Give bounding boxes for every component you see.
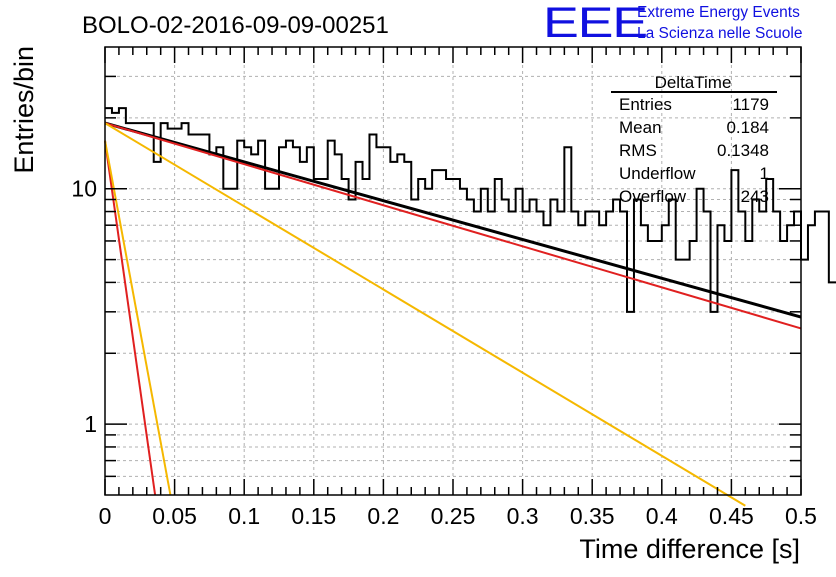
stats-label-rms: RMS [619,141,657,160]
y-axis-label: Entries/bin [9,46,39,174]
x-tick-label: 0.25 [431,503,476,529]
fit-line [104,122,746,507]
stats-title: DeltaTime [655,73,732,92]
x-tick-label: 0.45 [709,503,754,529]
x-tick-label: 0.5 [785,503,817,529]
axes: 0 0.05 0.1 0.15 0.2 0.25 0.3 0.35 0.4 0.45 0.5 1 10 [71,46,817,529]
x-tick-label: 0.2 [367,503,399,529]
stats-label-underflow: Underflow [619,164,696,183]
logo-line-1: Extreme Energy Events [637,4,800,21]
y-tick-label: 1 [84,411,97,437]
fit-line [104,140,157,496]
logo-line-2: La Scienza nelle Scuole [637,25,803,42]
x-tick-label: 0 [99,503,112,529]
grid [105,47,801,495]
x-tick-label: 0.4 [646,503,678,529]
stats-value-underflow: 1 [760,164,769,183]
x-tick-label: 0.05 [152,503,197,529]
y-tick-label: 10 [71,176,97,202]
x-tick-label: 0.1 [228,503,260,529]
stats-box: DeltaTime Entries 1179 Mean 0.184 RMS 0.… [611,73,777,206]
stats-value-entries: 1179 [732,95,769,114]
x-axis-label: Time difference [s] [579,534,800,564]
stats-value-mean: 0.184 [726,118,769,137]
histogram-outline [105,107,836,313]
x-tick-label: 0.15 [291,503,336,529]
fit-line [104,121,802,319]
x-tick-label: 0.3 [507,503,539,529]
chart-title: BOLO-02-2016-09-09-00251 [82,12,389,39]
stats-label-entries: Entries [619,95,672,114]
stats-value-rms: 0.1348 [717,141,769,160]
fit-line [104,122,802,330]
histogram-bins [105,107,836,313]
stats-label-mean: Mean [619,118,662,137]
x-tick-label: 0.35 [570,503,615,529]
stats-label-overflow: Overflow [619,187,687,206]
stats-value-overflow: 243 [741,187,769,206]
fit-line [104,140,172,496]
eee-logo-mark: EEE [543,0,648,47]
